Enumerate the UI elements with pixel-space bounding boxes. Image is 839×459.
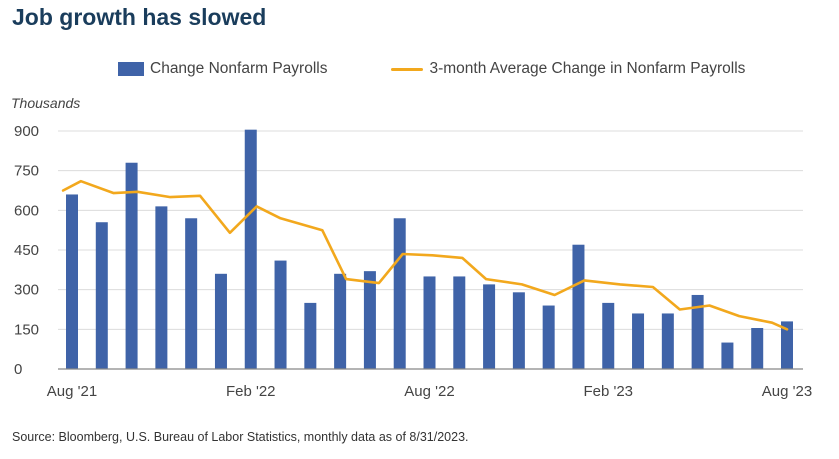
bar bbox=[542, 305, 555, 369]
x-tick-label: Aug '23 bbox=[762, 383, 812, 400]
x-tick-label: Feb '22 bbox=[226, 383, 276, 400]
source-note: Source: Bloomberg, U.S. Bureau of Labor … bbox=[12, 430, 469, 444]
bar bbox=[512, 292, 525, 369]
bar bbox=[363, 271, 376, 369]
chart-title: Job growth has slowed bbox=[12, 4, 267, 30]
bar bbox=[781, 321, 793, 369]
bar bbox=[214, 273, 227, 369]
legend-label-line: 3-month Average Change in Nonfarm Payrol… bbox=[429, 60, 746, 77]
x-tick-label: Aug '22 bbox=[404, 383, 454, 400]
x-tick-label: Feb '23 bbox=[583, 383, 633, 400]
y-tick-label: 900 bbox=[14, 123, 39, 140]
y-tick-label: 750 bbox=[14, 163, 39, 180]
bar bbox=[602, 302, 615, 369]
bar bbox=[125, 162, 138, 369]
bar bbox=[393, 218, 406, 369]
x-tick-label: Aug '21 bbox=[47, 383, 97, 400]
bar bbox=[155, 206, 168, 369]
y-tick-label: 0 bbox=[14, 361, 22, 378]
y-tick-label: 150 bbox=[14, 321, 39, 338]
average-line bbox=[61, 179, 789, 331]
bar bbox=[304, 302, 317, 369]
legend: Change Nonfarm Payrolls 3-month Average … bbox=[118, 58, 809, 80]
bar bbox=[691, 294, 704, 369]
legend-swatch-bar bbox=[118, 62, 144, 76]
bar bbox=[453, 276, 466, 369]
bar bbox=[95, 222, 108, 369]
y-tick-label: 450 bbox=[14, 242, 39, 259]
bar bbox=[66, 194, 78, 369]
bar bbox=[423, 276, 436, 369]
y-axis-unit-label: Thousands bbox=[11, 95, 81, 111]
bar bbox=[721, 342, 734, 369]
y-tick-label: 300 bbox=[14, 282, 39, 299]
legend-swatch-line bbox=[391, 67, 424, 71]
bar bbox=[274, 260, 287, 369]
y-tick-label: 600 bbox=[14, 202, 39, 219]
bar bbox=[244, 129, 257, 369]
legend-label-bars: Change Nonfarm Payrolls bbox=[150, 60, 328, 77]
legend-item-bars: Change Nonfarm Payrolls bbox=[118, 60, 327, 78]
bar bbox=[661, 313, 674, 369]
bar bbox=[572, 244, 585, 369]
bar bbox=[751, 328, 764, 369]
legend-item-line: 3-month Average Change in Nonfarm Payrol… bbox=[391, 60, 745, 78]
bar bbox=[632, 313, 645, 369]
bar bbox=[185, 218, 198, 369]
bar bbox=[334, 273, 347, 369]
bar bbox=[483, 284, 496, 369]
